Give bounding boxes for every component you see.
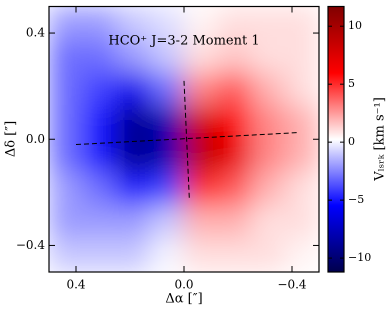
map-cell: [217, 6, 252, 41]
map-cell: [149, 171, 185, 207]
map-cell: [149, 105, 185, 140]
map-cell: [149, 39, 185, 74]
map-cell: [149, 6, 185, 41]
map-cell: [149, 238, 185, 272]
map-cell: [217, 138, 252, 173]
map-cell: [217, 72, 252, 107]
map-cell: [251, 6, 286, 41]
map-cell: [183, 72, 219, 107]
map-cell: [116, 205, 151, 240]
map-cell: [251, 72, 286, 107]
map-cell: [284, 72, 319, 107]
map-cell: [251, 171, 286, 207]
map-cell: [116, 6, 151, 41]
map-cell: [49, 205, 84, 240]
map-cell: [251, 205, 286, 240]
map-cell: [82, 238, 117, 272]
x-axis-label: Δα [″]: [165, 292, 202, 307]
colorbar-tick-label: −10: [348, 251, 371, 264]
map-cell: [49, 138, 84, 173]
map-cell: [217, 205, 252, 240]
chart-title: HCO⁺ J=3-2 Moment 1: [108, 34, 259, 49]
map-cell: [116, 171, 151, 207]
map-cell: [217, 105, 252, 140]
map-cell: [284, 171, 319, 207]
y-tick-label: 0.0: [26, 132, 45, 146]
map-cell: [49, 39, 84, 74]
colorbar-label: Vₗₛᵣₖ [km s⁻¹]: [373, 97, 388, 182]
colorbar-tick-label: 0: [348, 135, 355, 148]
map-cell: [183, 39, 219, 74]
y-tick-label: −0.4: [16, 238, 46, 252]
map-cell: [284, 105, 319, 140]
map-cell: [217, 238, 252, 272]
y-tick-label: 0.4: [26, 26, 45, 40]
map-cell: [49, 105, 84, 140]
map-cell: [82, 205, 117, 240]
map-cell: [284, 6, 319, 41]
map-cell: [49, 72, 84, 107]
map-cell: [183, 205, 219, 240]
map-cell: [49, 238, 84, 272]
map-cell: [284, 39, 319, 74]
colorbar-tick-label: −5: [348, 193, 364, 206]
map-cell: [183, 238, 219, 272]
y-axis-label: Δδ [″]: [4, 121, 19, 157]
x-tick-label: −0.4: [277, 278, 307, 292]
x-tick-label: 0.4: [66, 278, 85, 292]
x-tick-label: 0.0: [174, 278, 193, 292]
map-cell: [149, 205, 185, 240]
map-cell: [116, 238, 151, 272]
map-cell: [284, 138, 319, 173]
map-cell: [116, 72, 151, 107]
dashed-line: [75, 132, 298, 146]
map: [49, 6, 319, 272]
map-cell: [49, 171, 84, 207]
map-cell: [82, 105, 117, 140]
map-cell: [284, 238, 319, 272]
map-cell: [49, 6, 84, 41]
map-cell: [217, 171, 252, 207]
map-cell: [82, 171, 117, 207]
dashed-line: [183, 80, 190, 201]
colorbar: [327, 5, 345, 273]
map-cell: [116, 105, 151, 140]
map-cell: [82, 138, 117, 173]
map-cell: [149, 138, 185, 173]
map-cell: [251, 238, 286, 272]
map-clip: [49, 6, 319, 272]
map-cell: [183, 138, 219, 173]
map-cell: [217, 39, 252, 74]
map-cell: [183, 105, 219, 140]
colorbar-tick-label: 10: [348, 19, 362, 32]
map-cell: [251, 39, 286, 74]
map-cell: [82, 72, 117, 107]
map-cell: [149, 72, 185, 107]
map-cell: [116, 138, 151, 173]
map-cell: [183, 6, 219, 41]
map-cell: [284, 205, 319, 240]
map-cell: [251, 138, 286, 173]
map-cell: [116, 39, 151, 74]
map-cell: [82, 6, 117, 41]
colorbar-tick-label: 5: [348, 77, 355, 90]
map-cell: [82, 39, 117, 74]
